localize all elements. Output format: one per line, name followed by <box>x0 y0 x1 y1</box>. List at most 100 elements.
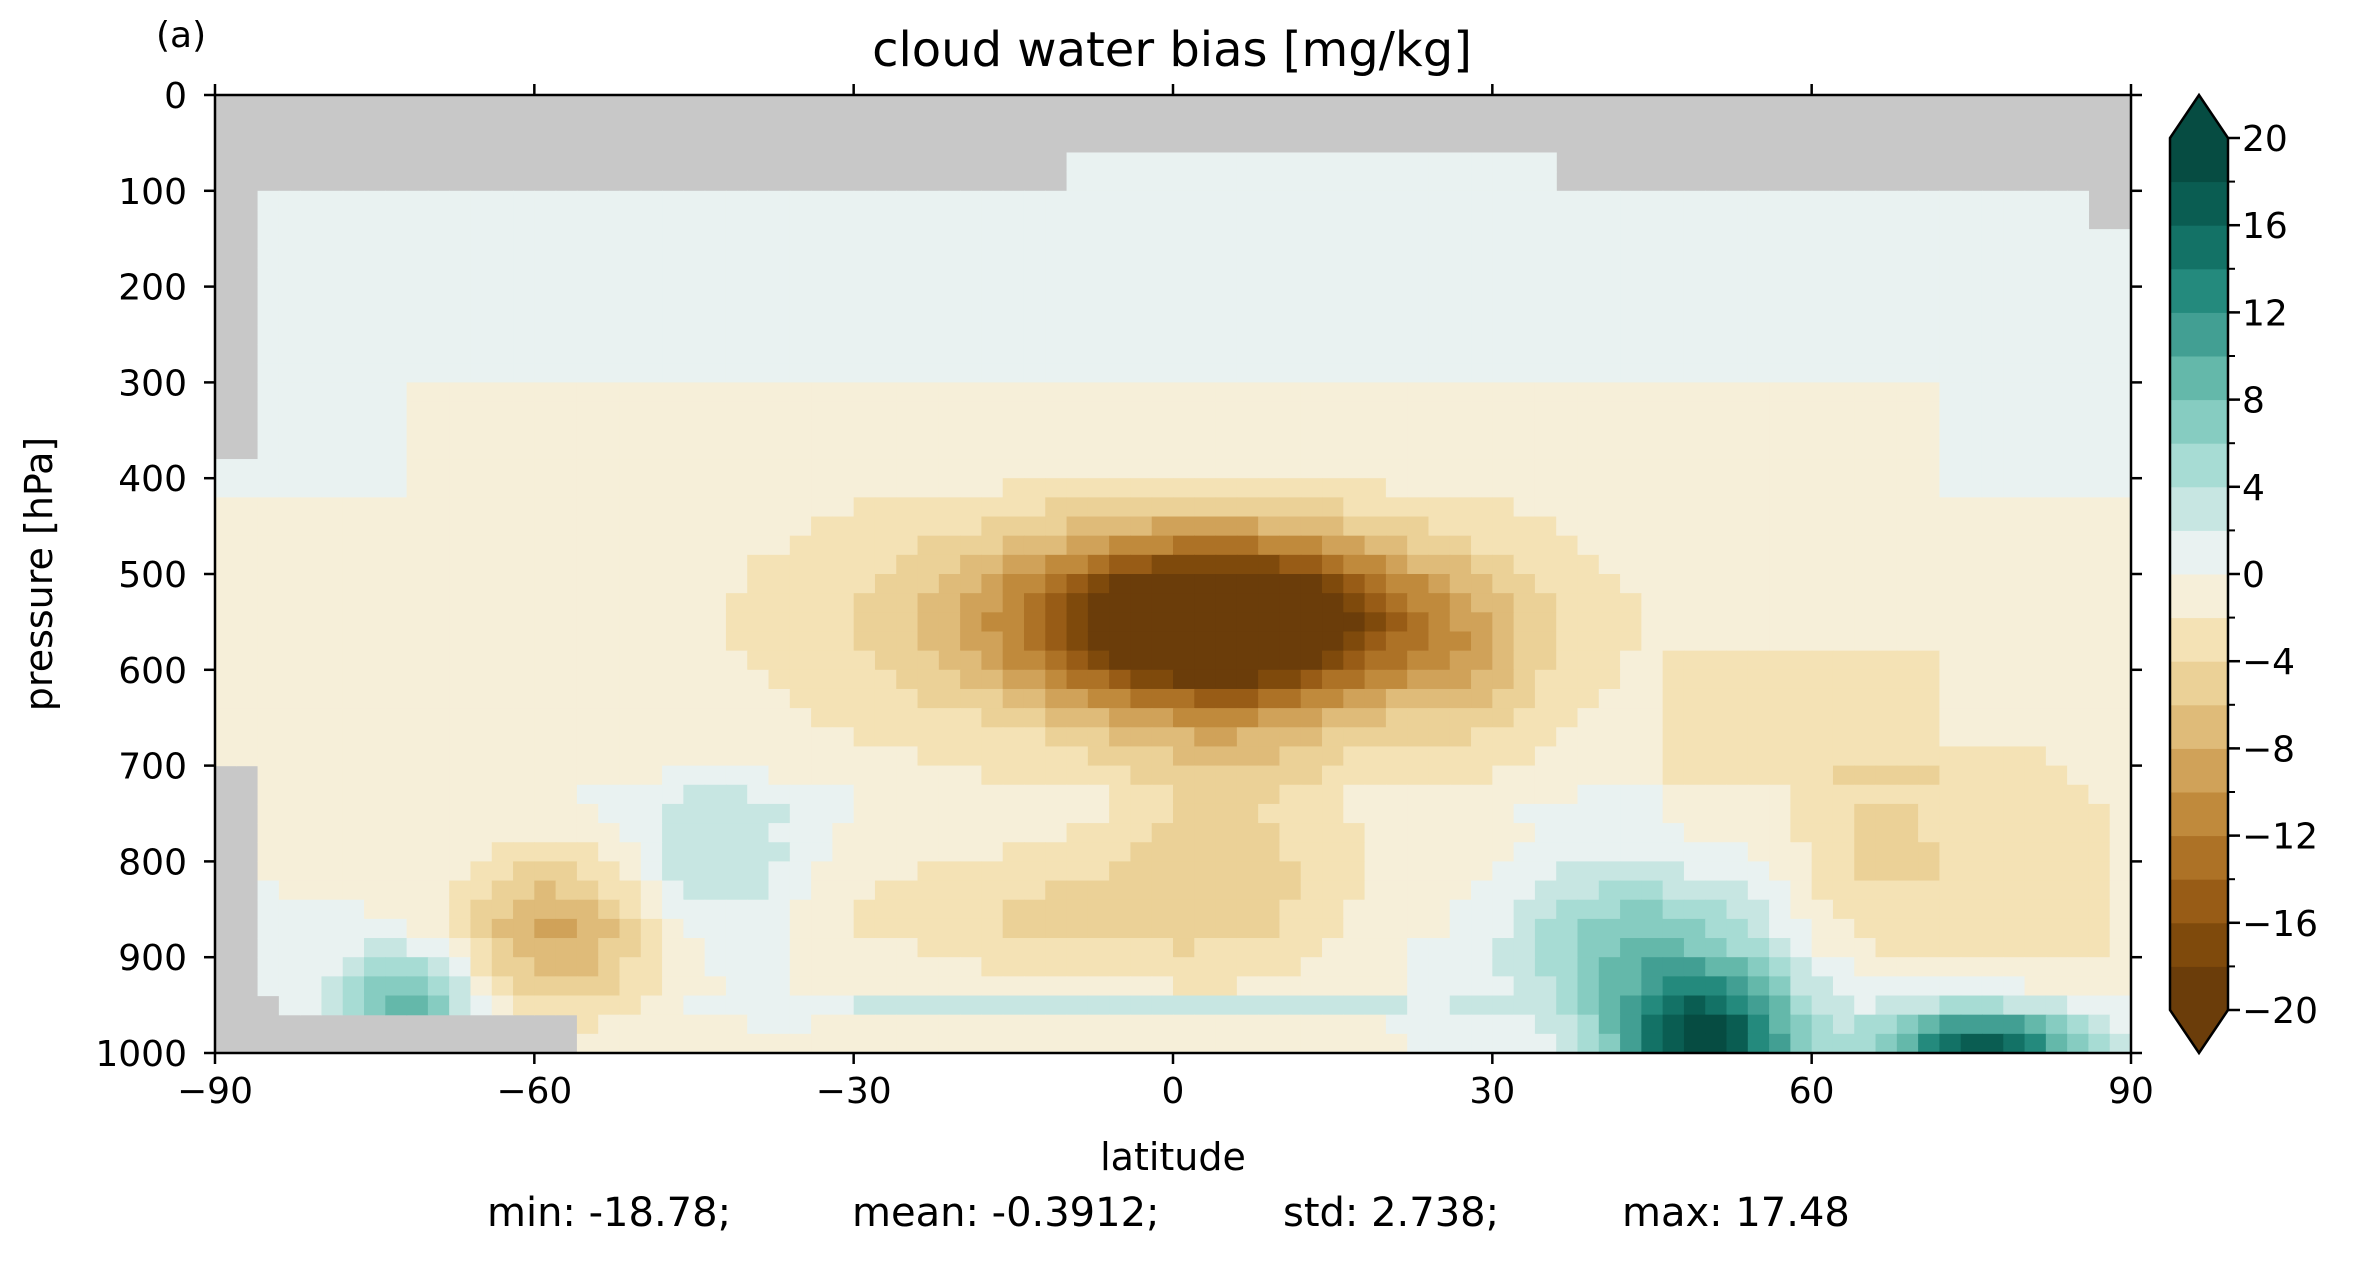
contour-cell <box>1173 382 1195 403</box>
contour-cell <box>789 746 812 767</box>
contour-cell <box>364 439 386 460</box>
contour-cell <box>896 899 919 920</box>
contour-cell <box>1194 574 1217 594</box>
contour-cell <box>874 631 897 652</box>
contour-cell <box>1109 650 1132 671</box>
contour-cell <box>555 305 578 326</box>
contour-cell <box>1896 727 1919 748</box>
contour-cell <box>1109 593 1132 613</box>
contour-cell <box>1556 344 1579 364</box>
contour-cell <box>1002 842 1025 862</box>
contour-cell <box>1002 574 1025 594</box>
contour-cell <box>704 995 727 1016</box>
contour-cell <box>1747 535 1770 556</box>
contour-cell <box>1598 574 1621 594</box>
contour-cell <box>2003 899 2026 920</box>
contour-cell <box>491 324 514 345</box>
contour-cell <box>1300 382 1323 403</box>
contour-cell <box>1598 248 1621 269</box>
contour-cell <box>662 1033 684 1054</box>
contour-cell <box>513 803 535 824</box>
contour-cell <box>300 305 323 326</box>
contour-cell <box>1343 1033 1366 1054</box>
contour-cell <box>1747 1033 1770 1054</box>
contour-cell <box>2045 784 2068 805</box>
contour-cell <box>747 650 770 671</box>
contour-cell <box>2109 1033 2132 1054</box>
contour-cell <box>534 190 557 211</box>
contour-cell <box>1343 324 1366 345</box>
contour-cell <box>1002 688 1025 709</box>
contour-cell <box>1023 478 1046 498</box>
contour-cell <box>1428 152 1451 173</box>
contour-cell <box>1832 593 1855 613</box>
contour-cell <box>811 612 833 633</box>
contour-cell <box>1343 823 1366 843</box>
contour-cell <box>683 899 706 920</box>
contour-cell <box>640 1033 663 1054</box>
contour-cell <box>576 803 599 824</box>
contour-cell <box>1130 363 1153 383</box>
contour-cell <box>1726 305 1749 326</box>
contour-cell <box>1981 229 2004 249</box>
contour-cell <box>619 995 642 1016</box>
contour-cell <box>2109 593 2132 613</box>
contour-cell <box>1449 516 1472 537</box>
contour-cell <box>1300 574 1323 594</box>
contour-cell <box>768 803 791 824</box>
contour-cell <box>2003 727 2026 748</box>
contour-cell <box>1598 1033 1621 1054</box>
contour-cell <box>2109 516 2132 537</box>
contour-cell <box>981 535 1004 556</box>
contour-cell <box>981 765 1004 786</box>
contour-cell <box>768 229 791 249</box>
contour-cell <box>1258 305 1281 326</box>
contour-cell <box>1023 1014 1046 1035</box>
contour-cell <box>1875 344 1898 364</box>
contour-cell <box>1598 861 1621 882</box>
contour-cell <box>1705 267 1728 288</box>
contour-cell <box>1407 190 1430 211</box>
contour-cell <box>1769 631 1791 652</box>
contour-cell <box>1087 803 1110 824</box>
colorbar-tick-label: 12 <box>2242 293 2288 334</box>
contour-cell <box>1939 746 1962 767</box>
contour-cell <box>321 957 344 977</box>
contour-cell <box>1960 248 1983 269</box>
contour-cell <box>2024 669 2047 690</box>
contour-cell <box>491 382 514 403</box>
contour-cell <box>1279 593 1302 613</box>
contour-cell <box>1236 401 1259 422</box>
contour-cell <box>619 842 642 862</box>
contour-cell <box>832 382 855 403</box>
contour-cell <box>427 880 450 901</box>
contour-cell <box>832 784 855 805</box>
contour-cell <box>704 861 727 882</box>
contour-cell <box>1811 324 1834 345</box>
contour-cell <box>449 420 472 441</box>
contour-cell <box>874 803 897 824</box>
contour-cell <box>555 593 578 613</box>
contour-cell <box>534 918 557 939</box>
contour-cell <box>1662 382 1685 403</box>
contour-cell <box>1896 574 1919 594</box>
contour-cell <box>1875 708 1898 728</box>
contour-cell <box>491 535 514 556</box>
contour-cell <box>1832 1033 1855 1054</box>
contour-cell <box>1194 344 1217 364</box>
contour-cell <box>1747 382 1770 403</box>
contour-cell <box>1279 803 1302 824</box>
contour-cell <box>321 650 344 671</box>
contour-cell <box>896 439 919 460</box>
contour-cell <box>1641 229 1664 249</box>
contour-cell <box>2024 593 2047 613</box>
contour-cell <box>853 976 876 997</box>
contour-cell <box>1918 401 1941 422</box>
contour-cell <box>1769 382 1791 403</box>
contour-cell <box>449 286 472 307</box>
contour-cell <box>1173 957 1195 977</box>
contour-cell <box>1534 995 1557 1016</box>
contour-cell <box>215 535 237 556</box>
contour-cell <box>874 669 897 690</box>
contour-cell <box>1939 842 1962 862</box>
